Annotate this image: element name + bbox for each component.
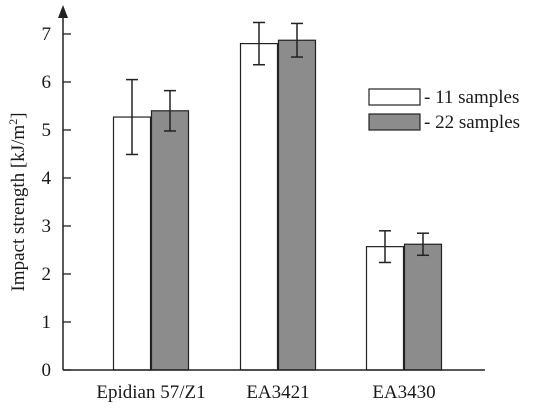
y-axis-title-main: Impact strength [kJ/m <box>8 125 29 292</box>
bars-layer <box>112 21 443 371</box>
y-tick-label: 1 <box>42 312 52 333</box>
bar-22-samples <box>277 39 317 371</box>
category-label: EA3421 <box>246 382 309 403</box>
axes-layer <box>58 5 485 371</box>
y-tick-label: 7 <box>42 24 52 45</box>
y-axis-title-end: ] <box>8 112 29 118</box>
y-tick-label: 3 <box>42 216 52 237</box>
legend-swatch <box>368 113 421 131</box>
labels-layer: Epidian 57/Z1 EA3421 EA3430 <box>96 382 435 403</box>
y-axis-title-superscript: 2 <box>6 119 20 125</box>
legend-label: - 22 samples <box>424 112 520 133</box>
y-tick-label: 5 <box>42 120 52 141</box>
category-label: Epidian 57/Z1 <box>96 382 205 403</box>
legend-label: - 11 samples <box>424 87 519 108</box>
legend: - 11 samples - 22 samples <box>368 87 520 133</box>
bar-22-samples <box>150 110 190 371</box>
y-axis-title: Impact strength [kJ/m2] <box>6 112 29 291</box>
bar-22-samples <box>403 243 443 371</box>
ticks-layer: 0 1 2 3 4 5 6 7 <box>42 24 71 381</box>
y-tick-label: 4 <box>42 168 52 189</box>
legend-swatch <box>368 88 421 106</box>
y-axis-arrow-icon <box>58 5 68 18</box>
bar-11-samples <box>239 42 279 371</box>
y-tick-label: 6 <box>42 72 52 93</box>
category-label: EA3430 <box>372 382 435 403</box>
y-tick-label: 0 <box>42 360 52 381</box>
bar-11-samples <box>112 116 152 371</box>
y-tick-label: 2 <box>42 264 52 285</box>
bar-11-samples <box>365 246 405 371</box>
